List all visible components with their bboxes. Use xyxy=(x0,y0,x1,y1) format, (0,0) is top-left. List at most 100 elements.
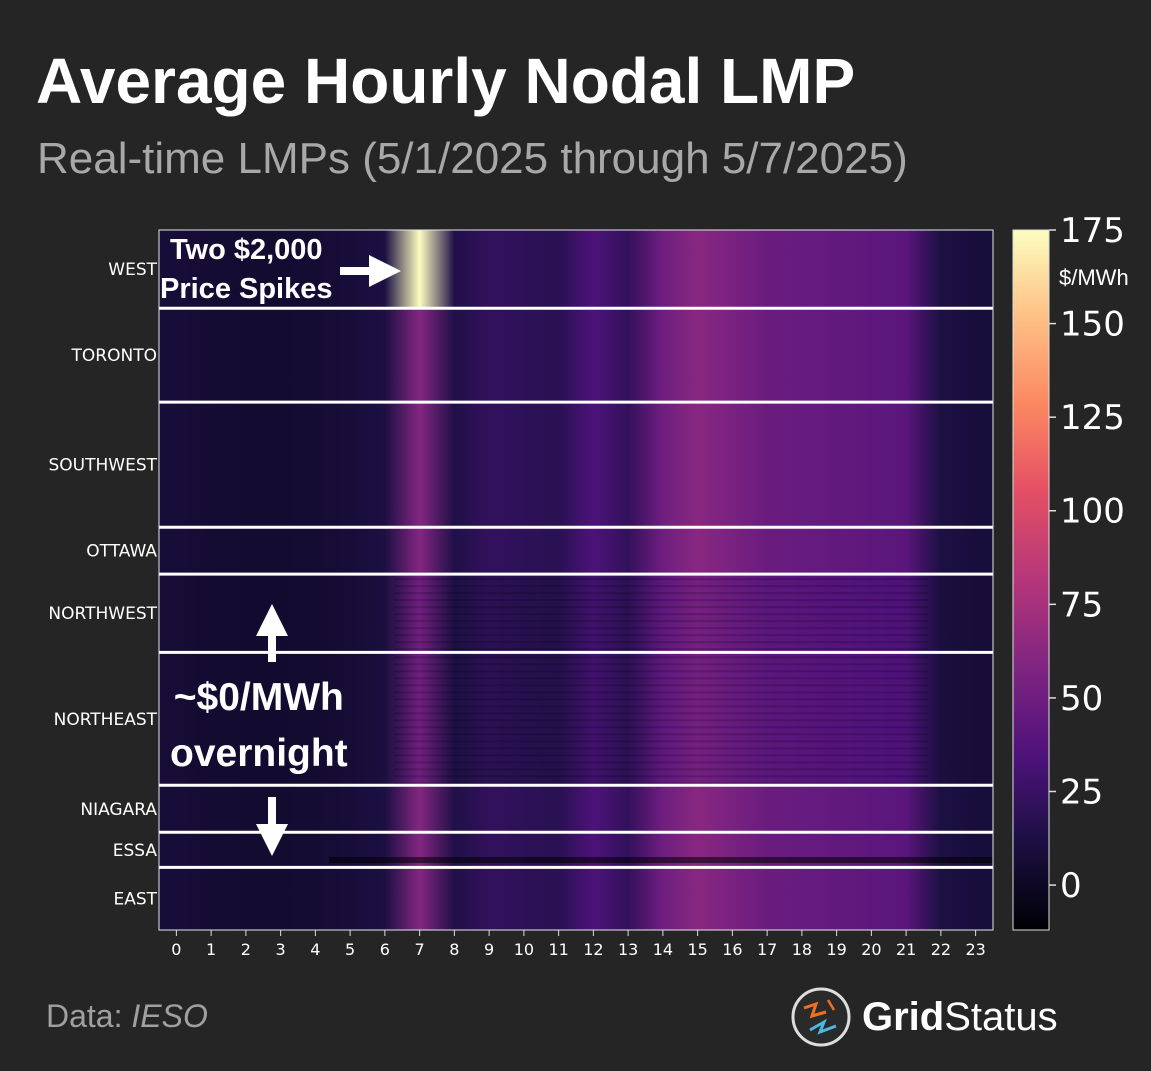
heatmap-striation xyxy=(394,599,928,602)
heatmap-striation xyxy=(394,761,928,764)
colorbar-tick-label: 50 xyxy=(1060,679,1103,719)
plot-frame xyxy=(158,229,994,931)
source-prefix: Data: xyxy=(46,998,132,1034)
region-label: SOUTHWEST xyxy=(48,456,157,476)
heatmap-region-band xyxy=(159,527,993,575)
region-label: NORTHWEST xyxy=(48,604,157,624)
heatmap-rows xyxy=(159,230,993,930)
x-tick-label: 17 xyxy=(757,940,777,959)
heatmap-striation xyxy=(394,656,928,659)
heatmap-striation xyxy=(394,705,928,708)
x-tick-label: 0 xyxy=(171,940,181,959)
x-axis-ticks: 0 1 2 3 4 5 6 7 8 9 10 11 12 13 14 15 16 17 18 19 20 21 22 23 xyxy=(171,930,986,959)
annotation-arrows xyxy=(256,255,401,856)
grid-status-logo-icon xyxy=(791,987,851,1047)
heatmap-striation xyxy=(394,585,928,588)
region-label: OTTAWA xyxy=(86,542,157,562)
heatmap-striation xyxy=(394,712,928,715)
x-tick-label: 22 xyxy=(931,940,951,959)
x-tick-label: 6 xyxy=(380,940,390,959)
x-tick-label: 1 xyxy=(206,940,216,959)
x-tick-label: 8 xyxy=(449,940,459,959)
region-label: TORONTO xyxy=(71,346,157,366)
heatmap-striation xyxy=(394,768,928,771)
heatmap-striation xyxy=(394,663,928,666)
heatmap-region-band xyxy=(159,652,993,786)
region-labels: WEST TORONTO SOUTHWEST OTTAWA NORTHWEST NORTH… xyxy=(48,260,157,910)
spike-annotation-line1: Two $2,000 xyxy=(169,234,323,266)
x-tick-label: 16 xyxy=(722,940,742,959)
x-tick-label: 12 xyxy=(583,940,603,959)
x-tick-label: 14 xyxy=(653,940,673,959)
colorbar-bar xyxy=(1012,229,1050,931)
region-label: NIAGARA xyxy=(80,800,157,820)
region-dividers xyxy=(159,306,993,869)
heatmap-striation xyxy=(394,775,928,778)
x-tick-label: 7 xyxy=(415,940,425,959)
heatmap-striation xyxy=(394,670,928,673)
x-tick-label: 3 xyxy=(276,940,286,959)
overnight-annotation-line2: overnight xyxy=(170,732,348,775)
colorbar-unit-label: $/MWh xyxy=(1059,265,1129,290)
x-tick-label: 2 xyxy=(241,940,251,959)
x-tick-label: 11 xyxy=(548,940,568,959)
heatmap-region-band xyxy=(159,230,993,309)
x-tick-label: 15 xyxy=(687,940,707,959)
x-tick-label: 21 xyxy=(896,940,916,959)
heatmap-striation xyxy=(394,641,928,644)
heatmap-striation xyxy=(394,733,928,736)
region-label: NORTHEAST xyxy=(54,710,158,730)
region-label: ESSA xyxy=(113,841,158,861)
colorbar-tick-label: 125 xyxy=(1060,398,1125,438)
colorbar-tick-label: 100 xyxy=(1060,492,1125,532)
heatmap-striation xyxy=(394,606,928,609)
x-tick-label: 9 xyxy=(484,940,494,959)
heatmap-striation xyxy=(394,627,928,630)
heatmap-striation xyxy=(394,578,928,581)
x-tick-label: 18 xyxy=(792,940,812,959)
data-source: Data: IESO xyxy=(46,998,208,1035)
heatmap-striation xyxy=(394,691,928,694)
chart-subtitle: Real-time LMPs (5/1/2025 through 5/7/202… xyxy=(37,134,908,183)
heatmap-striation xyxy=(394,592,928,595)
heatmap-striation xyxy=(394,677,928,680)
heatmap-region-band xyxy=(159,308,993,403)
heatmap-striation xyxy=(394,684,928,687)
colorbar-tick-label: 25 xyxy=(1060,772,1103,812)
heatmap-region-band xyxy=(159,785,993,833)
heatmap-striation xyxy=(394,634,928,637)
heatmap-striation xyxy=(394,719,928,722)
x-tick-label: 23 xyxy=(965,940,985,959)
heatmap-striation xyxy=(394,648,928,651)
colorbar-tick-label: 150 xyxy=(1060,305,1125,345)
x-tick-label: 19 xyxy=(826,940,846,959)
heatmap-region-band xyxy=(159,867,993,930)
heatmap-striation xyxy=(394,782,928,785)
brand-name: GridStatus xyxy=(862,995,1058,1040)
heatmap-striation xyxy=(394,613,928,616)
overnight-annotation-line1: ~$0/MWh xyxy=(173,676,344,719)
colorbar-tick-label: 175 xyxy=(1060,211,1125,251)
heatmap-region-band xyxy=(159,574,993,653)
x-tick-label: 10 xyxy=(514,940,534,959)
brand-name-bold: Grid xyxy=(862,994,945,1039)
heatmap-striation xyxy=(394,740,928,743)
chart-title: Average Hourly Nodal LMP xyxy=(36,45,856,117)
colorbar-tick-label: 0 xyxy=(1060,866,1082,906)
heatmap-striation xyxy=(394,726,928,729)
heatmap-striation xyxy=(394,698,928,701)
region-label: EAST xyxy=(113,890,157,910)
essa-dark-band xyxy=(329,857,993,863)
colorbar: 0 25 50 75 100 125 150 175 $/MWh xyxy=(1012,211,1129,931)
region-label: WEST xyxy=(108,260,157,280)
x-tick-label: 13 xyxy=(618,940,638,959)
overnight-annotation: ~$0/MWh overnight xyxy=(170,670,348,782)
heatmap-striation xyxy=(394,747,928,750)
x-tick-label: 5 xyxy=(345,940,355,959)
grid-status-brand: GridStatus xyxy=(790,985,1058,1049)
source-name: IESO xyxy=(131,998,208,1034)
heatmap-region-band xyxy=(159,402,993,528)
heatmap-striation xyxy=(394,754,928,757)
colorbar-tick-label: 75 xyxy=(1060,585,1103,625)
